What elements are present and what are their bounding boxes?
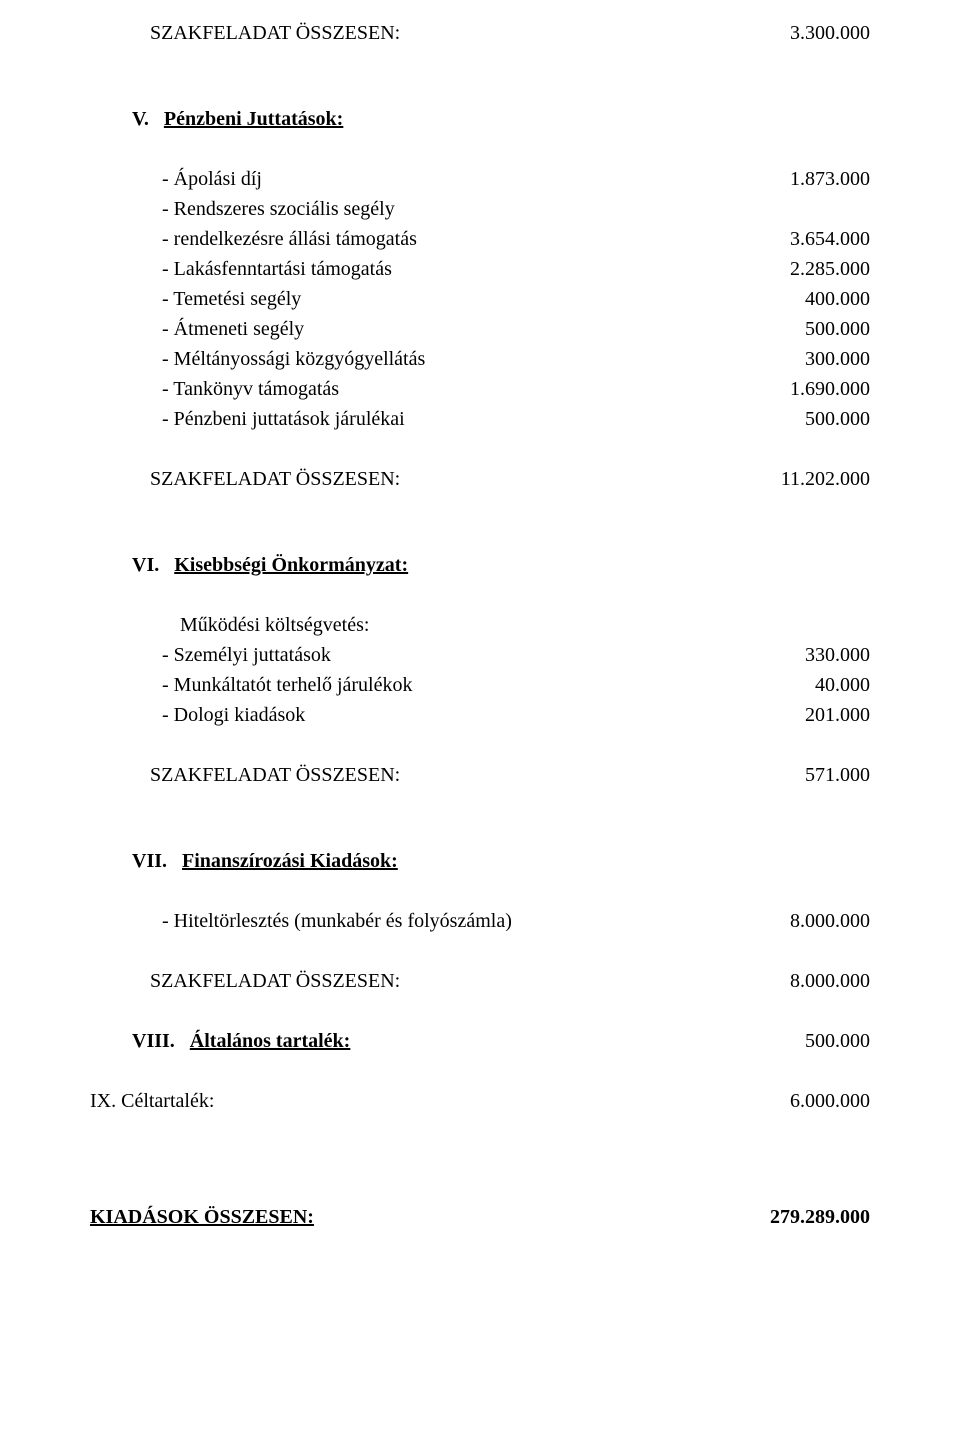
section-viii: VIII. Általános tartalék: 500.000 [90,1026,870,1056]
section-vii-heading: VII. Finanszírozási Kiadások: [90,846,870,876]
list-item: - Átmeneti segély 500.000 [90,314,870,344]
item-value: 1.690.000 [788,374,870,404]
list-item: - Munkáltatót terhelő járulékok 40.000 [90,670,870,700]
item-label: - Tankönyv támogatás [180,374,339,404]
value: 3.300.000 [770,18,870,48]
value: 11.202.000 [761,464,870,494]
list-item: - Hiteltörlesztés (munkabér és folyószám… [90,906,870,936]
label: KIADÁSOK ÖSSZESEN: [90,1202,314,1232]
item-value: 500.000 [803,404,870,434]
item-value: 8.000.000 [788,906,870,936]
item-label: - Dologi kiadások [180,700,305,730]
list-item: - Tankönyv támogatás 1.690.000 [90,374,870,404]
section-vii-total: SZAKFELADAT ÖSSZESEN: 8.000.000 [90,966,870,996]
item-label: - Átmeneti segély [180,314,304,344]
section-title: Pénzbeni Juttatások: [164,108,343,130]
value: 571.000 [785,760,870,790]
list-item: - Dologi kiadások 201.000 [90,700,870,730]
item-label: - Lakásfenntartási támogatás [180,254,392,284]
item-value: 330.000 [803,640,870,670]
item-value: 400.000 [803,284,870,314]
grand-total: KIADÁSOK ÖSSZESEN: 279.289.000 [90,1202,870,1232]
item-label: - Pénzbeni juttatások járulékai [180,404,405,434]
item-label: - Méltányossági közgyógyellátás [180,344,425,374]
item-value: 500.000 [803,314,870,344]
section-title: Kisebbségi Önkormányzat: [174,554,408,576]
section-number: VII. [90,850,177,872]
section-vi-total: SZAKFELADAT ÖSSZESEN: 571.000 [90,760,870,790]
section-title: Általános tartalék: [190,1030,351,1052]
list-item: - Ápolási díj 1.873.000 [90,164,870,194]
list-item: - Pénzbeni juttatások járulékai 500.000 [90,404,870,434]
section-vi-subheading: Működési költségvetés: [90,610,870,640]
section-number: VIII. [90,1030,185,1052]
item-label: - Ápolási díj [180,164,262,194]
item-label: - Hiteltörlesztés (munkabér és folyószám… [180,906,512,936]
value: 6.000.000 [770,1086,870,1116]
label: IX. Céltartalék: [90,1086,214,1116]
item-label: - Munkáltatót terhelő járulékok [180,670,412,700]
subheading: Működési költségvetés: [162,614,369,636]
list-item: - Személyi juttatások 330.000 [90,640,870,670]
section-number: V. [90,108,159,130]
section-ix: IX. Céltartalék: 6.000.000 [90,1086,870,1116]
szakfeladat-total-top: SZAKFELADAT ÖSSZESEN: 3.300.000 [90,18,870,48]
section-number: VI. [90,554,169,576]
list-item: - Rendszeres szociális segély [90,194,870,224]
section-v-total: SZAKFELADAT ÖSSZESEN: 11.202.000 [90,464,870,494]
label: SZAKFELADAT ÖSSZESEN: [150,760,400,790]
item-value: 2.285.000 [788,254,870,284]
list-item: - Temetési segély 400.000 [90,284,870,314]
item-label: - rendelkezésre állási támogatás [180,224,417,254]
label: SZAKFELADAT ÖSSZESEN: [150,18,400,48]
value: 500.000 [785,1026,870,1056]
section-vi-heading: VI. Kisebbségi Önkormányzat: [90,550,870,580]
list-item: - Lakásfenntartási támogatás 2.285.000 [90,254,870,284]
item-label: - Temetési segély [180,284,301,314]
section-title: Finanszírozási Kiadások: [182,850,398,872]
section-v-heading: V. Pénzbeni Juttatások: [90,104,870,134]
item-value: 201.000 [803,700,870,730]
item-value: 1.873.000 [788,164,870,194]
item-value: 40.000 [813,670,870,700]
list-item: - Méltányossági közgyógyellátás 300.000 [90,344,870,374]
list-item: - rendelkezésre állási támogatás 3.654.00… [90,224,870,254]
label: SZAKFELADAT ÖSSZESEN: [150,966,400,996]
item-value: 300.000 [803,344,870,374]
value: 279.289.000 [750,1202,870,1232]
item-label: - Rendszeres szociális segély [180,194,395,224]
label: SZAKFELADAT ÖSSZESEN: [150,464,400,494]
item-value: 3.654.000 [788,224,870,254]
value: 8.000.000 [770,966,870,996]
item-label: - Személyi juttatások [180,640,331,670]
